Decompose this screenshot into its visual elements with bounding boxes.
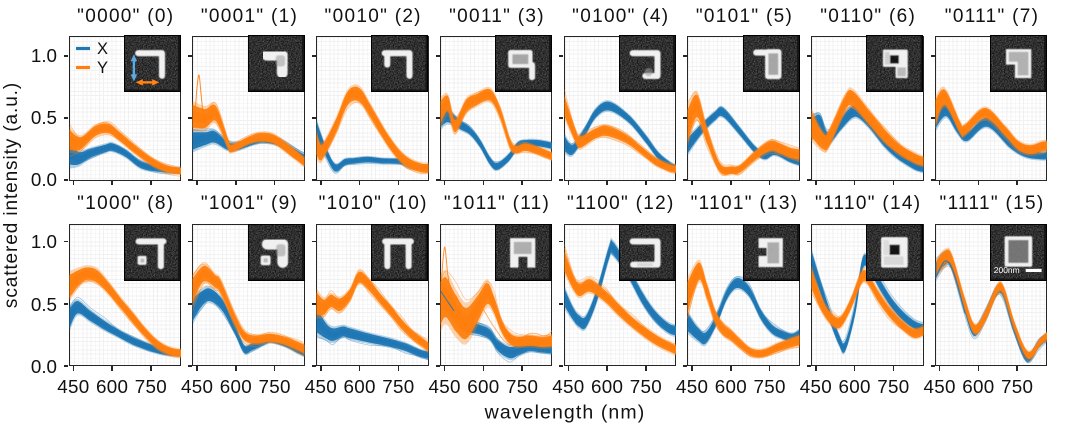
svg-text:Y: Y	[97, 59, 108, 77]
svg-text:X: X	[97, 40, 108, 58]
